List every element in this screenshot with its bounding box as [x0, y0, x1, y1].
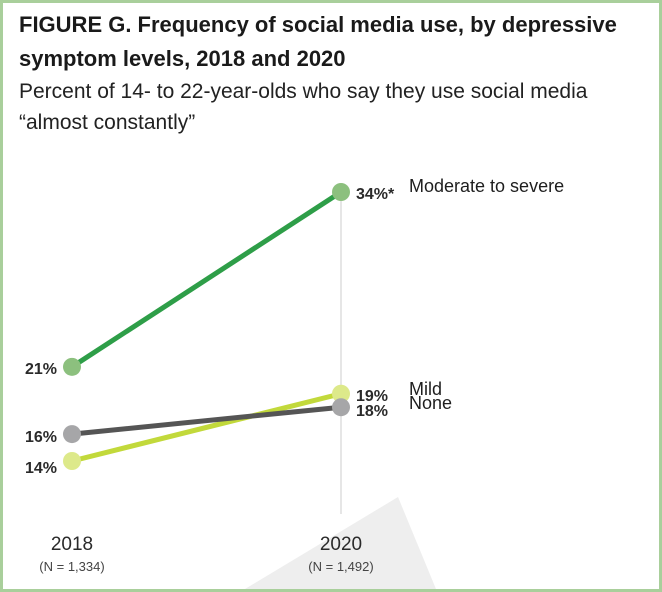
point-moderate-to-severe-2020: [332, 183, 350, 201]
value-label-moderate-to-severe-2018: 21%: [25, 361, 57, 378]
series-name-mild: Mild: [409, 379, 442, 399]
series-line-moderate-to-severe: [69, 189, 344, 370]
series-markers: [63, 183, 350, 470]
point-moderate-to-severe-2018: [63, 357, 81, 376]
series-name-none: None: [409, 393, 452, 413]
value-label-none-2020: 18%: [356, 403, 388, 420]
value-labels: 21% 34%* 14% 19% 16% 18%: [25, 186, 395, 477]
series-line-none: [69, 404, 344, 437]
point-mild-2018: [63, 452, 81, 470]
chart-subtitle-line-1: Percent of 14- to 22-year-olds who say t…: [19, 80, 588, 103]
point-mild-2020: [332, 384, 350, 403]
chart-title-line-1: FIGURE G. Frequency of social media use,…: [19, 12, 617, 37]
value-label-mild-2020: 19%: [356, 388, 388, 405]
point-none-2018: [63, 425, 81, 444]
value-label-mild-2018: 14%: [25, 460, 57, 477]
x-tick-note-2020: (N = 1,492): [308, 559, 373, 574]
value-label-moderate-to-severe-2020: 34%*: [356, 186, 395, 203]
value-label-none-2018: 16%: [25, 429, 57, 446]
x-tick-note-2018: (N = 1,334): [39, 559, 104, 574]
series-name-moderate-to-severe: Moderate to severe: [409, 176, 564, 196]
watermark-stripe: [245, 497, 436, 589]
x-tick-label-2018: 2018: [51, 534, 93, 555]
chart-title: FIGURE G. Frequency of social media use,…: [19, 8, 639, 76]
series-line-mild: [69, 391, 344, 464]
chart-title-line-2: symptom levels, 2018 and 2020: [19, 46, 346, 71]
x-tick-label-2020: 2020: [320, 534, 362, 555]
point-none-2020: [332, 398, 350, 417]
x-axis: 2018 (N = 1,334) 2020 (N = 1,492): [39, 534, 373, 574]
series-lines: [69, 189, 344, 464]
chart-subtitle: Percent of 14- to 22-year-olds who say t…: [19, 76, 639, 138]
chart-subtitle-line-2: “almost constantly”: [19, 111, 196, 134]
